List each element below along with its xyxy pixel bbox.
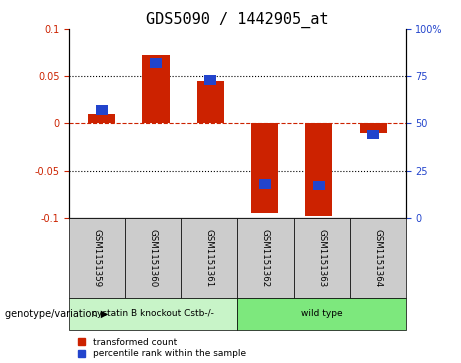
Text: GSM1151360: GSM1151360 <box>149 229 158 287</box>
Text: genotype/variation ▶: genotype/variation ▶ <box>5 309 108 319</box>
Bar <box>313 181 325 191</box>
Bar <box>142 56 170 123</box>
Bar <box>367 130 379 139</box>
Bar <box>150 58 162 68</box>
Bar <box>259 179 271 188</box>
Bar <box>197 81 224 123</box>
Text: GSM1151363: GSM1151363 <box>317 229 326 287</box>
Title: GDS5090 / 1442905_at: GDS5090 / 1442905_at <box>146 12 329 28</box>
Bar <box>88 114 115 123</box>
Text: GSM1151362: GSM1151362 <box>261 229 270 287</box>
Bar <box>251 123 278 213</box>
Text: GSM1151364: GSM1151364 <box>373 229 382 287</box>
Text: cystatin B knockout Cstb-/-: cystatin B knockout Cstb-/- <box>92 310 214 318</box>
Bar <box>204 75 216 85</box>
Legend: transformed count, percentile rank within the sample: transformed count, percentile rank withi… <box>78 338 246 359</box>
Text: GSM1151361: GSM1151361 <box>205 229 214 287</box>
Bar <box>96 106 108 115</box>
Text: GSM1151359: GSM1151359 <box>93 229 102 287</box>
Bar <box>305 123 332 216</box>
Text: wild type: wild type <box>301 310 343 318</box>
Bar <box>360 123 387 133</box>
